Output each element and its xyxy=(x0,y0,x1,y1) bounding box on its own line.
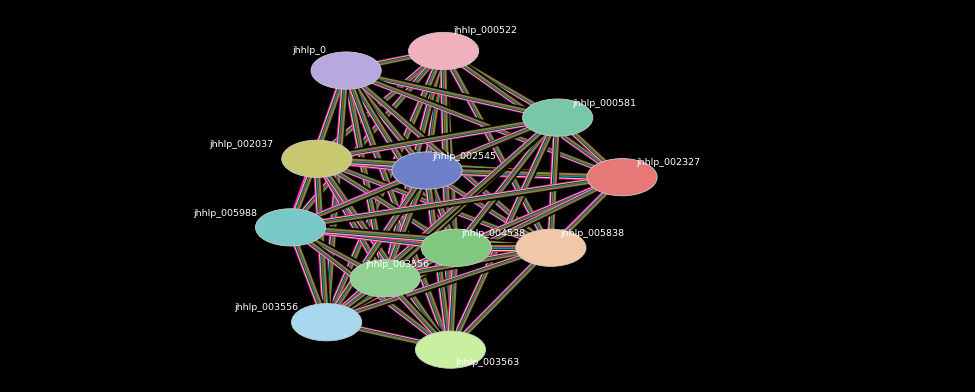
Text: jhhlp_002037: jhhlp_002037 xyxy=(210,140,274,149)
Ellipse shape xyxy=(292,303,362,341)
Ellipse shape xyxy=(282,140,352,178)
Ellipse shape xyxy=(409,32,479,70)
Ellipse shape xyxy=(255,209,326,246)
Text: jhhlp_000581: jhhlp_000581 xyxy=(572,99,637,108)
Text: jhhlp_003556: jhhlp_003556 xyxy=(234,303,298,312)
Ellipse shape xyxy=(415,331,486,368)
Text: jhhlp_000522: jhhlp_000522 xyxy=(453,26,518,35)
Ellipse shape xyxy=(392,152,462,189)
Text: jhhlp_0: jhhlp_0 xyxy=(292,46,327,55)
Ellipse shape xyxy=(350,260,420,297)
Text: jhhlp_004538: jhhlp_004538 xyxy=(461,229,526,238)
Ellipse shape xyxy=(516,229,586,267)
Text: jhhlp_002545: jhhlp_002545 xyxy=(432,152,496,161)
Ellipse shape xyxy=(311,52,381,89)
Text: jhhlp_003556: jhhlp_003556 xyxy=(366,260,430,269)
Ellipse shape xyxy=(421,229,491,267)
Text: jhhlp_005988: jhhlp_005988 xyxy=(193,209,257,218)
Ellipse shape xyxy=(587,158,657,196)
Text: jhhlp_003563: jhhlp_003563 xyxy=(455,358,520,367)
Ellipse shape xyxy=(523,99,593,136)
Text: jhhlp_002327: jhhlp_002327 xyxy=(637,158,701,167)
Text: jhhlp_005838: jhhlp_005838 xyxy=(561,229,625,238)
